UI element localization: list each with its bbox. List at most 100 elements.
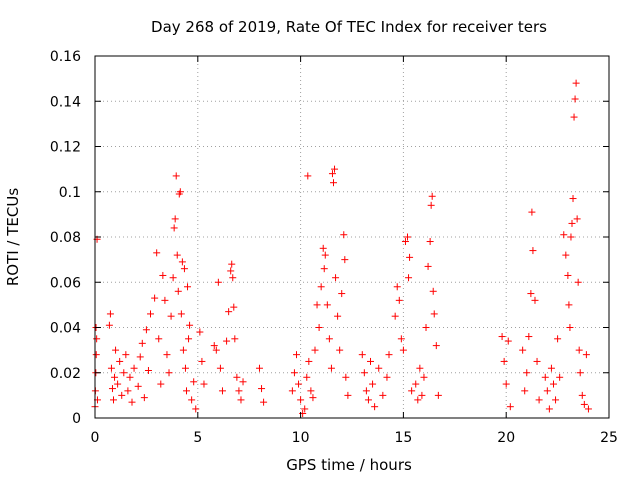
data-point [506,403,514,411]
axis-ticks: 0 5 10 15 20 25 0 0.02 0.04 0.06 0.08 0.1 0.12 0.14 0.… [50,49,618,446]
data-point [230,303,238,311]
data-point [334,312,342,320]
data-point [422,324,430,331]
data-point [360,369,368,377]
data-point [418,391,426,399]
data-point [395,296,403,304]
data-point [237,396,245,404]
y-tick-label: 0.16 [50,49,81,65]
x-tick-label: 5 [193,430,202,446]
data-point [128,398,136,406]
data-point [336,346,344,354]
data-point [182,387,190,395]
data-point [172,172,180,180]
data-point [426,238,434,246]
data-point [218,387,226,395]
x-tick-label: 10 [292,430,310,446]
data-point [430,310,438,318]
data-point [564,271,572,279]
grid-lines [95,56,609,418]
data-point [93,335,101,343]
data-point [147,310,155,318]
data-point [105,321,113,329]
data-point [173,251,181,259]
data-point [502,380,510,388]
data-point [292,351,300,359]
data-point [177,310,185,318]
data-point [212,346,220,354]
data-point [309,394,317,402]
data-points [91,79,592,417]
data-point [414,396,422,404]
data-point [196,328,204,336]
data-point [498,333,506,341]
data-point [112,346,120,354]
data-point [562,251,570,259]
data-point [225,308,233,316]
data-point [120,369,128,377]
data-point [362,387,370,395]
data-point [328,170,336,178]
data-point [186,321,194,329]
data-point [313,301,321,309]
data-point [568,219,576,227]
data-point [393,283,401,291]
data-point [258,385,266,393]
data-point [179,346,187,354]
data-point [424,262,432,270]
data-point [565,301,573,309]
data-point [541,373,549,381]
data-point [340,231,348,239]
data-point [574,278,582,286]
data-point [122,351,130,359]
data-point [157,380,165,388]
data-point [572,79,580,87]
data-point [504,337,512,345]
data-point [320,265,328,273]
data-point [379,391,387,399]
data-point [170,224,178,232]
data-point [428,192,436,200]
data-point [358,351,366,359]
data-point [519,346,527,354]
y-tick-label: 0 [72,411,81,427]
data-point [180,265,188,273]
data-point [161,296,169,304]
y-tick-label: 0.12 [50,140,81,156]
data-point [369,380,377,388]
data-point [165,369,173,377]
data-point [528,208,536,216]
data-point [305,357,313,365]
data-point [543,387,551,395]
y-tick-label: 0.04 [50,321,81,337]
data-point [341,256,349,264]
data-point [344,391,352,399]
data-point [547,364,555,372]
data-point [521,387,529,395]
data-point [181,364,189,372]
data-point [329,179,337,187]
data-point [134,382,142,390]
data-point [535,396,543,404]
data-point [323,301,331,309]
data-point [169,274,177,282]
data-point [432,342,440,350]
data-point [228,260,236,268]
data-point [116,357,124,365]
x-tick-label: 0 [91,430,100,446]
data-point [114,380,122,388]
data-point [110,396,118,404]
data-point [371,403,379,411]
data-point [288,387,296,395]
data-point [319,244,327,252]
data-point [327,364,335,372]
data-point [130,364,138,372]
data-point [171,215,179,223]
data-point [385,351,393,359]
data-point [255,364,263,372]
data-point [151,294,159,302]
data-point [174,287,182,295]
data-point [575,346,583,354]
